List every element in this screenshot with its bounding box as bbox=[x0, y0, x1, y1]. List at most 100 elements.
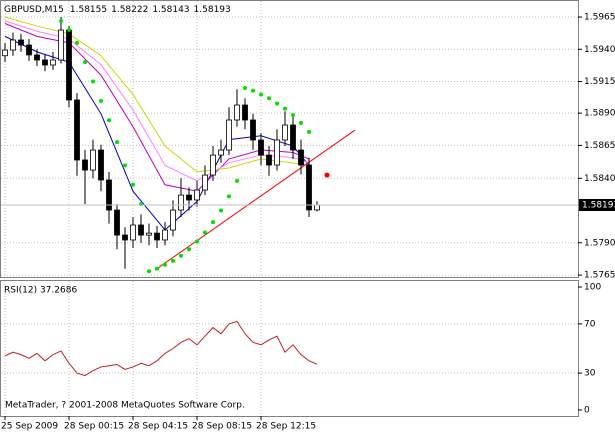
candle-body bbox=[26, 44, 32, 56]
sar-dot bbox=[123, 163, 127, 168]
sar-dot bbox=[115, 140, 119, 145]
candle-body bbox=[178, 194, 184, 211]
sar-dot bbox=[99, 98, 103, 103]
header-low: 1.58143 bbox=[152, 5, 189, 15]
x-tick-label: 28 Sep 04:15 bbox=[128, 422, 188, 432]
sar-dot bbox=[171, 258, 175, 263]
main-panel bbox=[0, 0, 579, 278]
sar-dot bbox=[131, 182, 135, 187]
sar-dot bbox=[299, 120, 303, 125]
sar-dot bbox=[203, 230, 207, 235]
candle-body bbox=[66, 29, 72, 101]
candle-body bbox=[210, 154, 216, 176]
sar-dot bbox=[243, 85, 247, 90]
candle-body bbox=[274, 139, 280, 166]
sar-dot bbox=[163, 262, 167, 267]
x-tick-label: 28 Sep 08:15 bbox=[192, 422, 252, 432]
candle-body bbox=[170, 209, 176, 231]
candle-body bbox=[114, 209, 120, 236]
sar-dot bbox=[211, 220, 215, 225]
candle-body bbox=[290, 124, 296, 151]
candle-body bbox=[58, 29, 64, 61]
sar-dot bbox=[275, 101, 279, 106]
candle-body bbox=[130, 224, 136, 241]
sar-dot bbox=[291, 113, 295, 118]
sar-dot bbox=[75, 40, 79, 45]
candle-body bbox=[10, 39, 16, 51]
sar-dot bbox=[155, 266, 159, 271]
candle-body bbox=[82, 159, 88, 171]
candle-body bbox=[258, 139, 264, 156]
sar-dot bbox=[283, 106, 287, 111]
candle-body bbox=[50, 59, 56, 66]
rsi-line bbox=[4, 320, 318, 377]
header-close: 1.58193 bbox=[194, 5, 231, 15]
chart-header: GBPUSD,M15 1.58155 1.58222 1.58143 1.58193 bbox=[4, 5, 231, 15]
y-tick-label: 70 bbox=[584, 319, 596, 329]
sar-dot bbox=[107, 118, 111, 123]
x-tick-label: 28 Sep 12:15 bbox=[256, 422, 316, 432]
y-tick-label: 1.58400 bbox=[584, 174, 615, 184]
candle-body bbox=[194, 189, 200, 201]
y-tick-label: 0 bbox=[584, 405, 590, 415]
sar-dot bbox=[235, 178, 239, 183]
candle-body bbox=[34, 54, 40, 61]
candle-body bbox=[306, 164, 312, 211]
sar-dot bbox=[147, 269, 151, 274]
x-tick-label: 28 Sep 00:15 bbox=[64, 422, 124, 432]
candle-body bbox=[18, 39, 24, 46]
sar-dot bbox=[267, 96, 271, 101]
sar-dot bbox=[259, 92, 263, 97]
candle-body bbox=[218, 149, 224, 156]
y-tick-label: 1.59150 bbox=[584, 77, 615, 87]
candle-body bbox=[250, 119, 256, 141]
candle-body bbox=[202, 174, 208, 191]
y-tick-label: 1.59650 bbox=[584, 13, 615, 23]
candle-body bbox=[146, 232, 152, 236]
candle-body bbox=[298, 149, 304, 166]
y-tick-label: 1.59400 bbox=[584, 45, 615, 55]
trendline bbox=[154, 129, 356, 271]
candle-body bbox=[162, 229, 168, 241]
candle-body bbox=[314, 204, 320, 211]
y-tick-label: 100 bbox=[584, 283, 601, 293]
marker-dot bbox=[324, 172, 330, 178]
candle-body bbox=[154, 232, 160, 241]
symbol: GBPUSD,M15 bbox=[4, 5, 64, 15]
candle-body bbox=[90, 149, 96, 171]
y-tick-label: 1.57900 bbox=[584, 238, 615, 248]
sar-dot bbox=[251, 88, 255, 93]
x-tick-label: 25 Sep 2009 bbox=[1, 422, 58, 432]
price-box bbox=[579, 199, 615, 212]
price-label: 1.58193 bbox=[582, 201, 615, 211]
candle-body bbox=[98, 149, 104, 181]
candle-body bbox=[234, 104, 240, 121]
candle-body bbox=[2, 49, 8, 57]
candle-body bbox=[42, 59, 48, 66]
candle-body bbox=[138, 224, 144, 236]
sar-dot bbox=[307, 129, 311, 134]
sar-dot bbox=[195, 239, 199, 244]
sar-dot bbox=[59, 18, 63, 23]
y-tick-label: 30 bbox=[584, 369, 596, 379]
candle-body bbox=[282, 124, 288, 141]
candle-body bbox=[226, 119, 232, 151]
sar-dot bbox=[187, 247, 191, 252]
sar-dot bbox=[179, 253, 183, 258]
sar-dot bbox=[91, 79, 95, 84]
header-high: 1.58222 bbox=[111, 5, 148, 15]
sar-dot bbox=[67, 27, 71, 32]
candle-body bbox=[106, 179, 112, 211]
candle-body bbox=[266, 154, 272, 166]
candle-body bbox=[186, 194, 192, 201]
footer: MetaTrader, ? 2001-2008 MetaQuotes Softw… bbox=[5, 401, 245, 411]
sar-dot bbox=[227, 194, 231, 199]
sar-dot bbox=[83, 60, 87, 65]
y-tick-label: 1.58655 bbox=[584, 141, 615, 151]
candle-body bbox=[74, 99, 80, 161]
y-tick-label: 1.57650 bbox=[584, 271, 615, 281]
header-open: 1.58155 bbox=[70, 5, 107, 15]
sar-dot bbox=[219, 208, 223, 213]
candle-body bbox=[122, 234, 128, 241]
